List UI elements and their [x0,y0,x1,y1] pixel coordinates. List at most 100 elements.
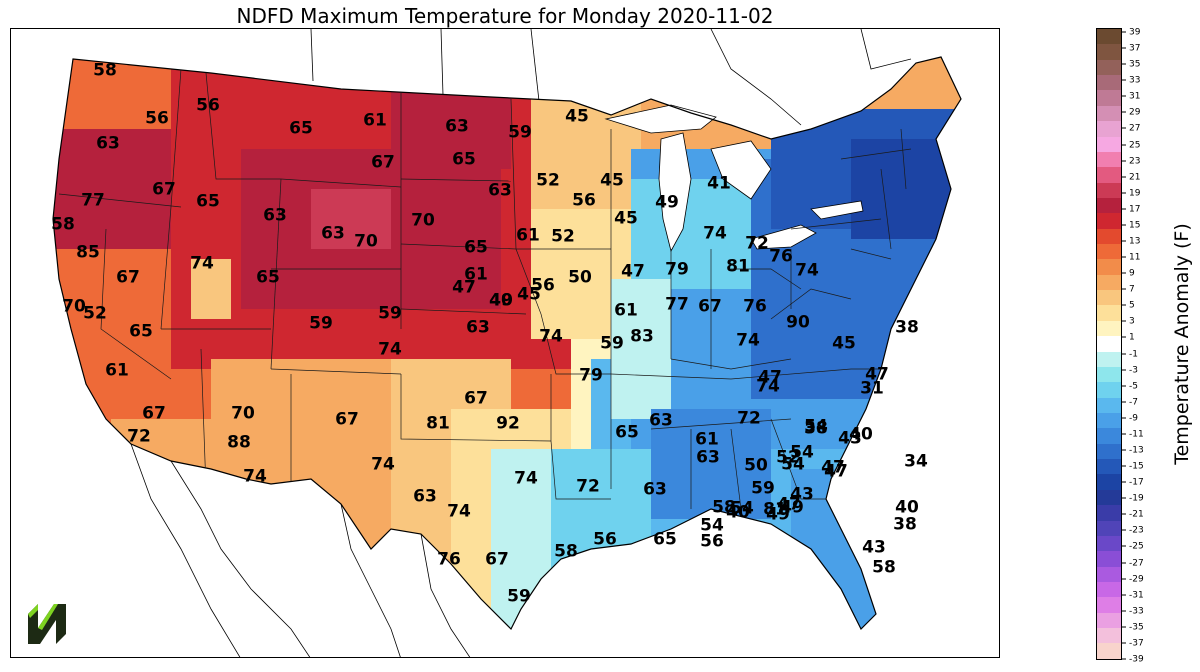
temperature-label: 74 [736,330,760,351]
temperature-label: 58 [712,497,736,518]
temperature-label: 63 [96,133,120,154]
colorbar-segment [1097,551,1121,567]
colorbar-tick-label: 39 [1122,28,1140,38]
colorbar-segment [1097,228,1121,245]
conus-outline [52,56,962,631]
temperature-label: 65 [615,422,639,443]
temperature-label: 74 [756,376,780,397]
temperature-label: 54 [730,498,754,519]
temperature-label: 88 [227,432,251,453]
temperature-label: 59 [507,586,531,607]
temperature-label: 70 [231,403,255,424]
temperature-label: 52 [776,447,800,468]
temperature-label: 67 [371,152,395,173]
colorbar-segment [1097,443,1121,460]
map-title: NDFD Maximum Temperature for Monday 2020… [236,4,774,28]
colorbar-tick-label: 9 [1122,269,1135,279]
colorbar-tick-label: -11 [1122,430,1144,439]
temperature-label: 54 [781,454,805,475]
temperature-label: 63 [643,479,667,500]
temperature-label: 59 [600,333,624,354]
temperature-label: 54 [700,515,724,536]
temperature-label: 41 [707,173,731,194]
colorbar-segment [1097,213,1121,229]
temperature-label: 74 [447,501,471,522]
temperature-label: 65 [256,267,280,288]
temperature-label: 74 [378,339,402,360]
temperature-label: 58 [872,557,896,578]
colorbar-segment [1097,566,1121,582]
colorbar-tick-label: 11 [1122,253,1140,263]
temperature-label: 81 [763,499,787,520]
temperature-label: 77 [665,294,689,315]
temperature-label: 65 [289,118,313,139]
temperature-label: 76 [743,296,767,317]
temperature-label: 85 [76,242,100,263]
colorbar [1096,28,1122,660]
colorbar-segment [1097,167,1121,183]
colorbar-segment [1097,643,1121,659]
temperature-label: 45 [600,170,624,191]
temperature-label: 47 [865,364,889,385]
neighbor-country-outlines [130,29,912,657]
temperature-label: 47 [758,367,782,388]
temperature-label: 65 [464,237,488,258]
colorbar-tick-label: -19 [1122,494,1144,504]
colorbar-tick-label: -35 [1122,623,1144,632]
temperature-label: 47 [452,277,476,298]
temperature-label: 63 [696,447,720,468]
temperature-label: 56 [700,531,724,552]
temperature-label: 70 [411,210,435,231]
colorbar-segment [1097,474,1121,490]
colorbar-tick-label: -15 [1122,462,1144,472]
temperature-label: 74 [371,454,395,475]
colorbar-tick-label: 23 [1122,157,1140,166]
temperature-label: 61 [695,429,719,450]
colorbar-tick-label: -29 [1122,575,1144,584]
temperature-label: 65 [452,149,476,170]
colorbar-segment [1097,489,1121,506]
temperature-label: 54 [790,442,814,463]
colorbar-segment [1097,428,1121,444]
temperature-label: 65 [196,191,220,212]
colorbar-tick-label: 37 [1122,44,1140,54]
temperature-label: 63 [263,205,287,226]
temperature-label: 72 [737,408,761,429]
colorbar-segment [1097,305,1121,321]
temperature-label: 81 [726,256,750,277]
colorbar-segment [1097,351,1121,367]
temperature-label: 67 [698,296,722,317]
colorbar-segment [1097,105,1121,122]
colorbar-segment [1097,44,1121,60]
temperature-label: 59 [751,478,775,499]
colorbar-segment [1097,382,1121,398]
colorbar-segment [1097,274,1121,291]
colorbar-segment [1097,336,1121,352]
colorbar-tick-label: -3 [1122,366,1138,375]
colorbar-segment [1097,136,1121,152]
temperature-label: 74 [243,466,267,487]
temperature-label: 79 [579,365,603,386]
temperature-label: 59 [508,122,532,143]
temperature-label: 61 [363,110,387,131]
temperature-label: 81 [426,413,450,434]
colorbar-tick-label: 3 [1122,317,1135,327]
colorbar-tick-label: -7 [1122,398,1138,407]
colorbar-segment [1097,597,1121,613]
colorbar-tick-label: 33 [1122,76,1140,86]
state-borders [58,68,912,510]
temperature-label: 63 [413,486,437,507]
colorbar-tick-label: -21 [1122,510,1144,520]
temperature-label: 56 [145,108,169,129]
temperature-label: 90 [786,312,810,333]
temperature-label: 67 [116,267,140,288]
colorbar-tick-label: 21 [1122,173,1140,182]
colorbar-tick-label: -33 [1122,607,1144,616]
temperature-label: 79 [665,259,689,280]
colorbar-tick-label: -5 [1122,382,1138,391]
temperature-label: 61 [614,300,638,321]
temperature-label: 54 [804,416,828,437]
temperature-label: 49 [766,504,790,525]
colorbar-tick-label: 7 [1122,285,1135,295]
temperature-label: 72 [745,233,769,254]
